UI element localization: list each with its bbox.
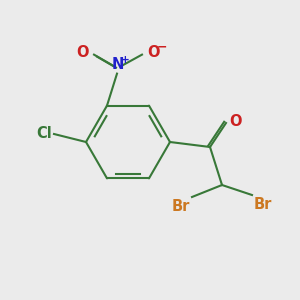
Text: N: N [112,57,124,72]
Text: −: − [157,40,167,53]
Text: +: + [121,55,129,64]
Text: O: O [229,115,242,130]
Text: Br: Br [172,199,190,214]
Text: Br: Br [254,197,272,212]
Text: O: O [76,45,89,60]
Text: Cl: Cl [36,125,52,140]
Text: O: O [147,45,160,60]
